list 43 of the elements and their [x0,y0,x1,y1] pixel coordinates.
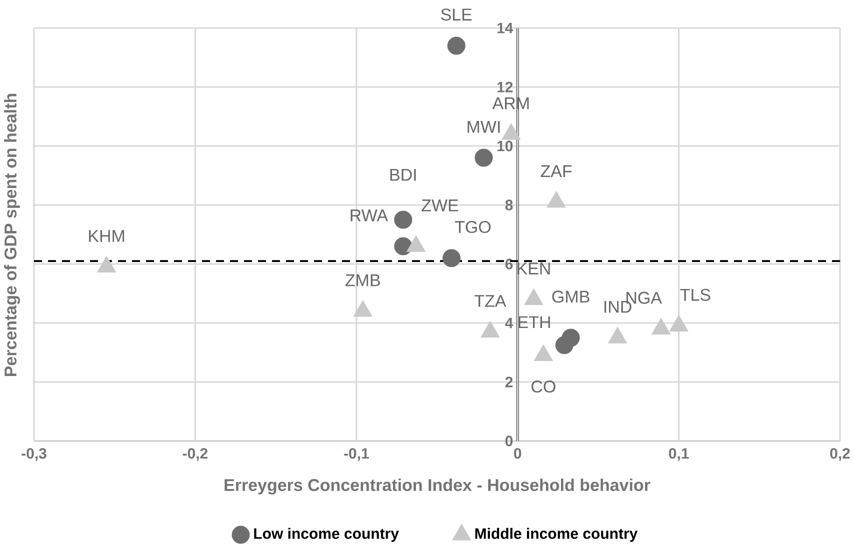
y-tick-label: 10 [497,140,513,152]
x-tick-label: -0,3 [22,448,46,461]
point [534,344,553,362]
legend-label: Middle income country [475,528,638,542]
y-tick-label: 6 [505,258,513,270]
annotation: MWI [468,121,500,133]
annotation: ZMB [345,274,380,286]
point [652,318,670,335]
annotation: RWA [350,210,388,222]
annotation: CO [532,380,556,393]
annotation: ZAF [540,165,572,177]
point [354,300,372,317]
legend-label: Low income country [254,528,399,542]
annotation: GMB [552,290,590,303]
point [547,191,566,208]
annotation: ZWE [422,200,458,212]
point [670,315,688,332]
point [608,327,627,344]
point [524,288,543,305]
annotation: TZA [474,295,506,307]
y-tick-label: 4 [505,318,514,328]
point [447,36,466,55]
x-tick-label: 0,2 [830,448,850,461]
y-axis-title: Percentage of GDP spent on health [4,94,20,376]
annotation: TGO [454,221,491,234]
point [97,256,116,273]
y-tick-label: 12 [497,82,513,92]
point [406,236,426,252]
point [474,148,493,167]
y-tick-label: 0 [505,436,513,446]
y-tick-label: 14 [497,22,514,34]
x-tick-label: 0 [514,448,522,459]
x-tick-label: 0,1 [668,448,689,461]
annotation: TLS [680,288,710,301]
x-tick-label: -0,2 [182,448,208,461]
x-axis-title: Erreygers Concentration Index - Household behavior [224,478,650,495]
annotation: KHM [89,230,124,242]
x-tick-label: -0,1 [344,448,369,461]
y-tick-label: 8 [505,200,513,210]
y-tick-label: 2 [505,376,513,388]
annotation: BDI [390,168,416,181]
point [480,321,500,338]
annotation: SLE [441,8,472,21]
